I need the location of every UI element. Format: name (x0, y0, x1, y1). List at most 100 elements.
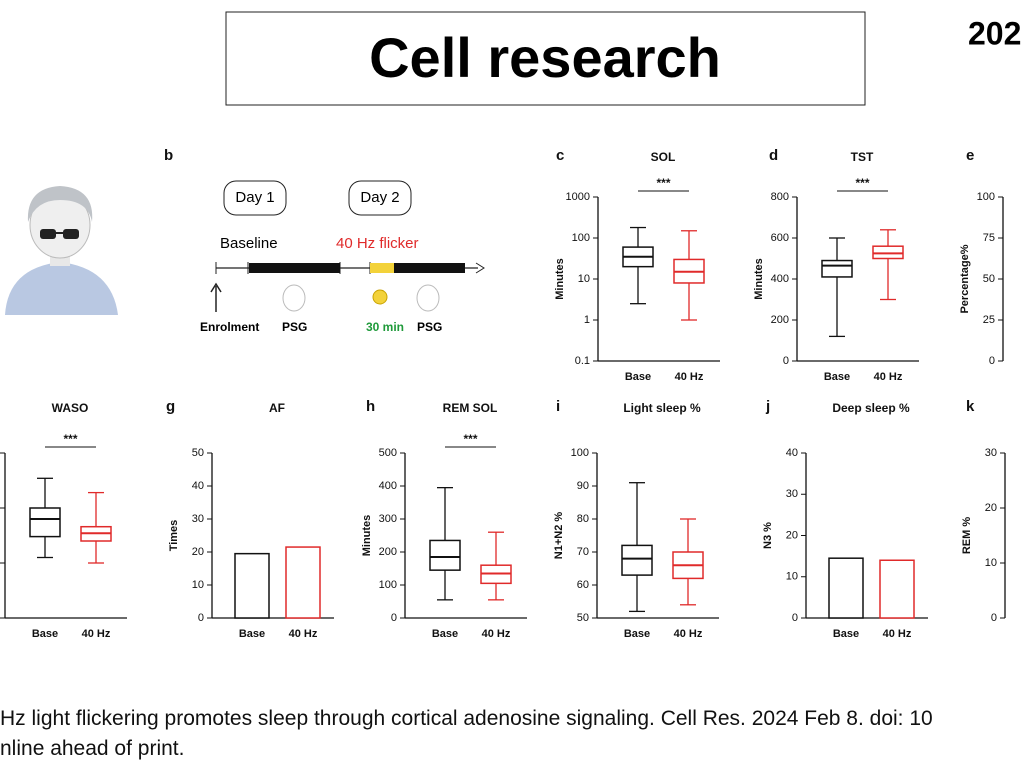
event-label: PSG (417, 320, 442, 334)
person-illustration (5, 186, 118, 315)
y-tick-label: 50 (192, 447, 204, 459)
day-box (223, 180, 287, 216)
y-axis-label: REM % (961, 517, 973, 555)
x-tick-label: Base (833, 628, 859, 640)
y-tick-label: 0 (783, 355, 789, 367)
y-tick-label: 10 (985, 557, 997, 569)
y-tick-label: 50 (577, 612, 589, 624)
chart-title: TST (851, 150, 874, 164)
y-tick-label: 1000 (566, 191, 590, 203)
y-tick-label: 50 (983, 273, 995, 285)
day-box (348, 180, 412, 216)
y-tick-label: 0.1 (575, 355, 590, 367)
box (429, 539, 461, 571)
panel-label: k (966, 398, 975, 415)
significance: *** (63, 432, 77, 446)
x-tick-label: 40 Hz (874, 371, 903, 383)
y-axis-label: Percentage% (959, 244, 971, 313)
x-tick-label: 40 Hz (675, 371, 704, 383)
bar (879, 559, 915, 619)
y-tick-label: 10 (192, 579, 204, 591)
x-tick-label: Base (432, 628, 458, 640)
y-tick-label: 800 (771, 191, 789, 203)
chart-title: Light sleep % (623, 401, 701, 415)
y-tick-label: 400 (379, 480, 397, 492)
y-tick-label: 10 (786, 571, 798, 583)
caption-line: nline ahead of print. (0, 737, 184, 760)
y-tick-label: 10 (578, 273, 590, 285)
y-tick-label: 600 (771, 232, 789, 244)
y-tick-label: 400 (771, 273, 789, 285)
y-tick-label: 20 (192, 546, 204, 558)
bar (828, 557, 864, 619)
chart-title: AF (269, 401, 285, 415)
panel-label: b (164, 147, 173, 164)
x-tick-label: Base (624, 628, 650, 640)
x-tick-label: 40 Hz (82, 628, 111, 640)
box (29, 507, 61, 538)
panel-label: c (556, 147, 564, 164)
x-tick-label: 40 Hz (289, 628, 318, 640)
y-axis-label: N1+N2 % (553, 512, 565, 560)
y-tick-label: 75 (983, 232, 995, 244)
y-tick-label: 100 (572, 232, 590, 244)
day-label: Day 1 (235, 189, 274, 206)
event-label: PSG (282, 320, 307, 334)
y-axis-label: Minutes (753, 258, 765, 300)
y-axis-label: Times (168, 520, 180, 552)
y-tick-label: 30 (985, 447, 997, 459)
y-tick-label: 90 (577, 480, 589, 492)
panel-label: g (166, 398, 175, 415)
x-tick-label: 40 Hz (674, 628, 703, 640)
box (872, 245, 904, 260)
y-tick-label: 60 (577, 579, 589, 591)
y-tick-label: 100 (571, 447, 589, 459)
y-tick-label: 30 (786, 488, 798, 500)
panel-label: d (769, 147, 778, 164)
y-tick-label: 80 (577, 513, 589, 525)
y-tick-label: 20 (985, 502, 997, 514)
year: 202 (968, 15, 1021, 51)
caption-line: Hz light flickering promotes sleep throu… (0, 707, 933, 730)
y-axis-label: Minutes (361, 515, 373, 557)
y-tick-label: 0 (989, 355, 995, 367)
event-label: 30 min (366, 320, 404, 334)
y-tick-label: 100 (379, 579, 397, 591)
x-tick-label: 40 Hz (883, 628, 912, 640)
y-tick-label: 200 (771, 314, 789, 326)
timeline-diagram: b Day 1 Day 2 Baseline 40 Hz flicker Enr… (164, 147, 485, 334)
y-tick-label: 500 (379, 447, 397, 459)
y-tick-label: 0 (198, 612, 204, 624)
x-tick-label: Base (625, 371, 651, 383)
y-tick-label: 25 (983, 314, 995, 326)
panel-label: i (556, 398, 560, 415)
x-tick-label: Base (239, 628, 265, 640)
significance: *** (656, 176, 670, 190)
y-tick-label: 0 (391, 612, 397, 624)
phase-label: 40 Hz flicker (336, 235, 419, 252)
x-tick-label: 40 Hz (482, 628, 511, 640)
y-tick-label: 40 (786, 447, 798, 459)
y-tick-label: 30 (192, 513, 204, 525)
panel-label: j (765, 398, 770, 415)
bar (285, 546, 321, 619)
y-tick-label: 0 (991, 612, 997, 624)
y-tick-label: 300 (379, 513, 397, 525)
title: Cell research (369, 26, 721, 89)
x-tick-label: Base (824, 371, 850, 383)
chart-title: WASO (52, 401, 89, 415)
x-tick-label: Base (32, 628, 58, 640)
bar (234, 552, 270, 619)
y-tick-label: 40 (192, 480, 204, 492)
y-tick-label: 1 (584, 314, 590, 326)
chart-title: Deep sleep % (832, 401, 910, 415)
y-tick-label: 70 (577, 546, 589, 558)
y-tick-label: 200 (379, 546, 397, 558)
y-tick-label: 100 (977, 191, 995, 203)
y-axis-label: Minutes (554, 258, 566, 300)
panel-label: e (966, 147, 974, 164)
panel-label: h (366, 398, 375, 415)
y-axis-label: N3 % (762, 522, 774, 549)
